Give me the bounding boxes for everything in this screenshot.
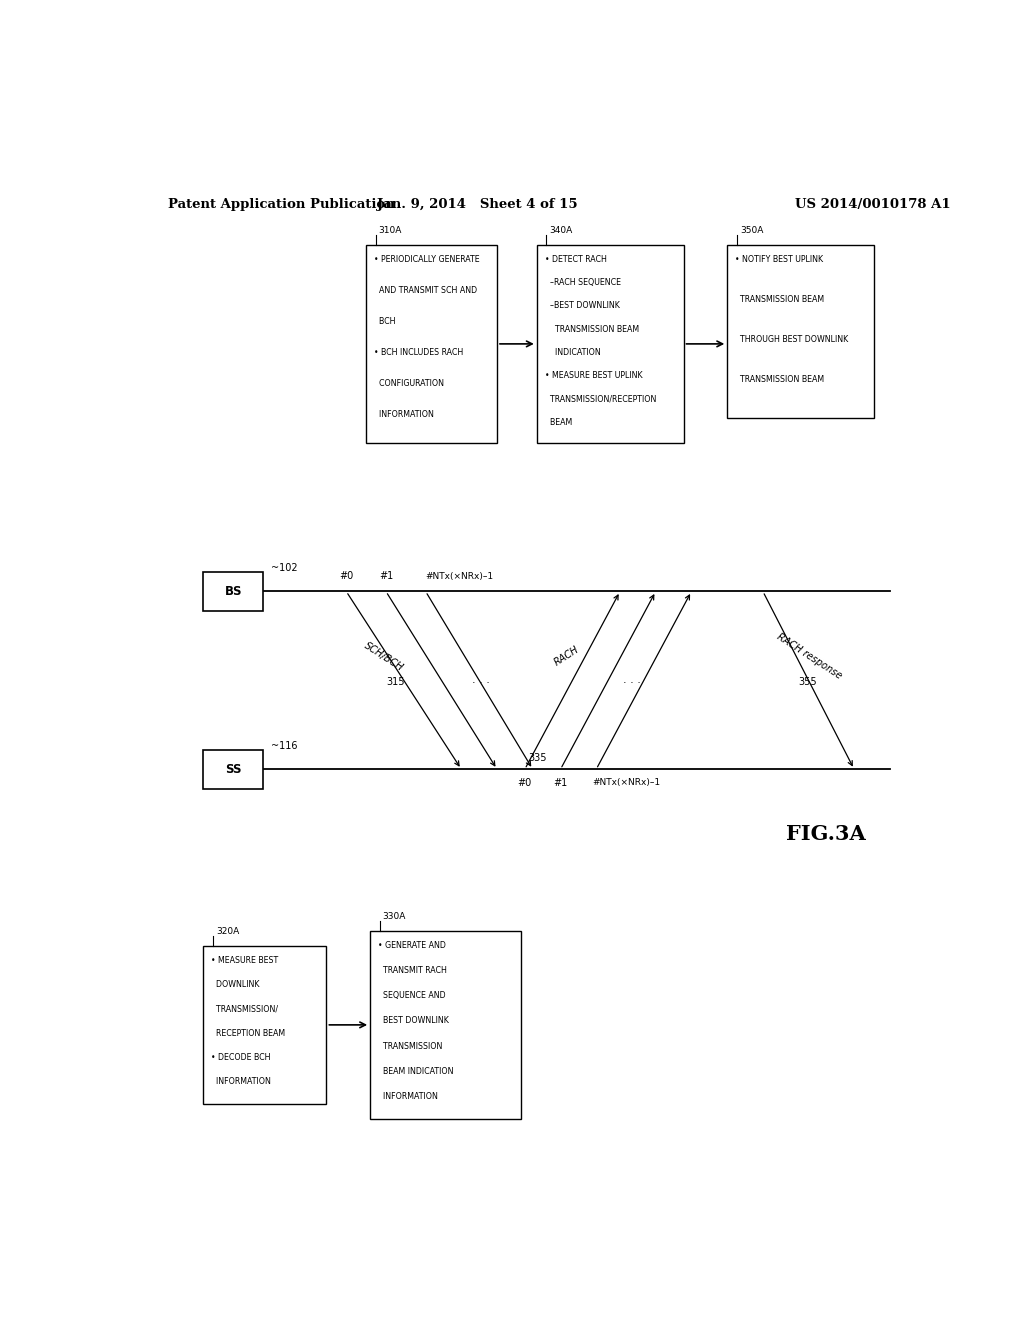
Text: INFORMATION: INFORMATION	[211, 1077, 271, 1086]
Text: BEAM INDICATION: BEAM INDICATION	[378, 1067, 454, 1076]
Text: Patent Application Publication: Patent Application Publication	[168, 198, 394, 211]
Text: TRANSMISSION/: TRANSMISSION/	[211, 1005, 279, 1014]
Text: SCH/BCH: SCH/BCH	[362, 640, 404, 673]
Text: 320A: 320A	[216, 927, 240, 936]
Text: #1: #1	[379, 572, 393, 581]
Text: TRANSMISSION: TRANSMISSION	[378, 1041, 442, 1051]
Text: . . .: . . .	[472, 675, 490, 685]
Text: TRANSMISSION BEAM: TRANSMISSION BEAM	[545, 325, 639, 334]
Bar	[204, 572, 263, 611]
Text: RECEPTION BEAM: RECEPTION BEAM	[211, 1030, 286, 1038]
Text: 335: 335	[528, 752, 547, 763]
Text: ~102: ~102	[270, 564, 298, 573]
Text: BS: BS	[224, 585, 242, 598]
Text: CONFIGURATION: CONFIGURATION	[374, 379, 444, 388]
Text: 355: 355	[799, 677, 817, 686]
Text: TRANSMISSION BEAM: TRANSMISSION BEAM	[735, 375, 824, 384]
Text: #NTx(×NRx)–1: #NTx(×NRx)–1	[592, 779, 660, 788]
Bar	[204, 946, 327, 1104]
Text: 350A: 350A	[740, 226, 763, 235]
Text: RACH: RACH	[553, 644, 581, 668]
Text: • GENERATE AND: • GENERATE AND	[378, 941, 445, 950]
Text: 330A: 330A	[383, 912, 407, 921]
Text: . . .: . . .	[623, 675, 641, 685]
Text: US 2014/0010178 A1: US 2014/0010178 A1	[795, 198, 950, 211]
Text: ~116: ~116	[270, 741, 297, 751]
Text: INFORMATION: INFORMATION	[374, 411, 434, 418]
Text: • BCH INCLUDES RACH: • BCH INCLUDES RACH	[374, 348, 463, 356]
Text: –RACH SEQUENCE: –RACH SEQUENCE	[545, 279, 621, 288]
Text: SS: SS	[225, 763, 242, 776]
Text: Jan. 9, 2014   Sheet 4 of 15: Jan. 9, 2014 Sheet 4 of 15	[377, 198, 578, 211]
Text: SEQUENCE AND: SEQUENCE AND	[378, 991, 445, 1001]
Text: TRANSMISSION/RECEPTION: TRANSMISSION/RECEPTION	[545, 395, 656, 404]
Text: • DECODE BCH: • DECODE BCH	[211, 1053, 270, 1063]
Text: DOWNLINK: DOWNLINK	[211, 981, 260, 990]
Text: AND TRANSMIT SCH AND: AND TRANSMIT SCH AND	[374, 286, 477, 294]
Text: #0: #0	[339, 572, 353, 581]
Text: • MEASURE BEST UPLINK: • MEASURE BEST UPLINK	[545, 371, 642, 380]
Text: 340A: 340A	[550, 226, 572, 235]
Text: INFORMATION: INFORMATION	[378, 1092, 438, 1101]
Bar	[367, 244, 497, 444]
Text: INDICATION: INDICATION	[545, 348, 600, 356]
Text: • MEASURE BEST: • MEASURE BEST	[211, 956, 279, 965]
Text: 315: 315	[386, 677, 404, 686]
Bar	[370, 931, 521, 1119]
Bar	[204, 750, 263, 788]
Text: • PERIODICALLY GENERATE: • PERIODICALLY GENERATE	[374, 255, 479, 264]
Text: TRANSMISSION BEAM: TRANSMISSION BEAM	[735, 296, 824, 304]
Bar	[727, 244, 873, 417]
Text: #1: #1	[553, 779, 567, 788]
Text: #0: #0	[518, 779, 531, 788]
Bar	[537, 244, 683, 444]
Text: • NOTIFY BEST UPLINK: • NOTIFY BEST UPLINK	[735, 255, 823, 264]
Text: BCH: BCH	[374, 317, 395, 326]
Text: BEST DOWNLINK: BEST DOWNLINK	[378, 1016, 449, 1026]
Text: THROUGH BEST DOWNLINK: THROUGH BEST DOWNLINK	[735, 335, 848, 345]
Text: –BEST DOWNLINK: –BEST DOWNLINK	[545, 301, 620, 310]
Text: FIG.3A: FIG.3A	[786, 824, 866, 845]
Text: • DETECT RACH: • DETECT RACH	[545, 255, 606, 264]
Text: #NTx(×NRx)–1: #NTx(×NRx)–1	[426, 573, 494, 581]
Text: RACH response: RACH response	[775, 632, 844, 681]
Text: 310A: 310A	[379, 226, 402, 235]
Text: BEAM: BEAM	[545, 417, 571, 426]
Text: TRANSMIT RACH: TRANSMIT RACH	[378, 966, 446, 975]
